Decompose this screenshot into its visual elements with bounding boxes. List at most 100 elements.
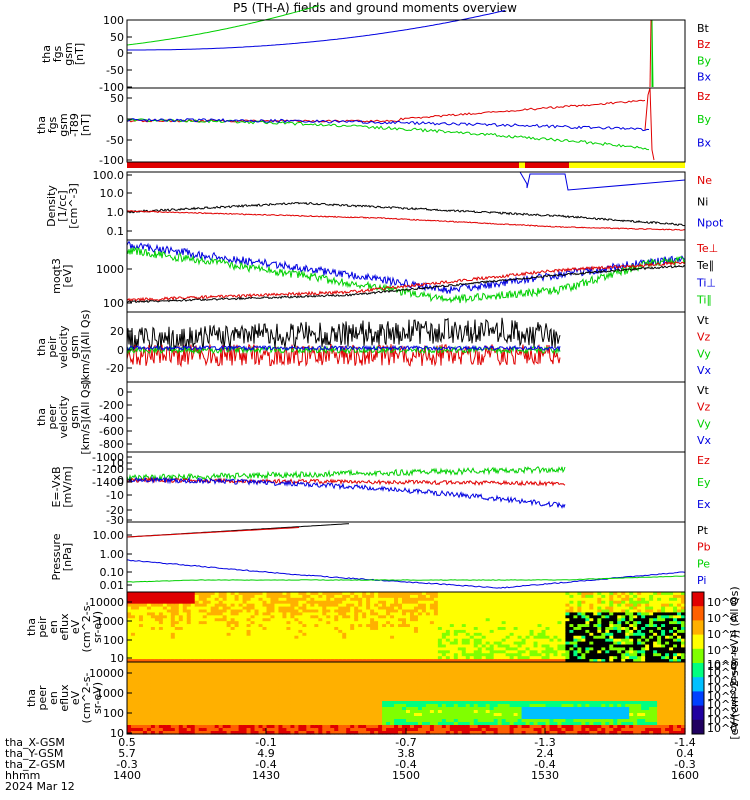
ytick-label-efield: -20 [106,504,124,517]
ytick-label-fgs: 50 [110,31,124,44]
chart-title: P5 (TH-A) fields and ground moments over… [233,1,517,15]
ytick-label-peer_velocity: -200 [99,399,124,412]
legend-pressure: Pb [697,541,711,554]
ylabel-peir_velocity: peir [46,336,59,358]
ylabel-peer_velocity: [km/s](All Qs) [79,379,92,454]
ytick-label-pressure: 0.10 [100,566,125,579]
footer-value: -1.3 [534,736,555,749]
colorbar-tick-2: 10^4 [707,690,737,703]
mode-bar-slow-2 [525,162,569,168]
bz-spike [649,19,652,88]
legend-peer_velocity: Vt [697,384,710,397]
legend-fgs: By [697,54,712,67]
footer-value: 0.4 [676,747,694,760]
legend-peir_velocity: Vt [697,314,710,327]
legend-peer_velocity: Vy [697,417,711,430]
ytick-label-temperature: 100 [103,297,124,310]
ylabel-peer_spec: peer [36,685,49,711]
footer-value: 3.8 [397,747,415,760]
vx-ion-trace [126,344,561,352]
legend-temperature: Te⊥ [696,242,718,255]
footer-value: -0.1 [255,736,276,749]
footer-value: -0.4 [255,758,276,771]
ytick-label-fgs: -50 [106,64,124,77]
legend-peer_velocity: Vx [697,434,712,447]
ylabel-peer_spec: eflux [58,684,71,712]
npot-trace [519,171,686,191]
ytick-label-fgs_t89: 50 [110,92,124,105]
colorbar-label: [eV/(cm^2-s-sr-eV)] (All Qs) [728,586,741,739]
pb-trace [126,527,300,538]
ylabel-peer_spec: sr-eV) [91,682,104,714]
bx-t89-trace [126,118,650,132]
ytick-label-peer_velocity: -800 [99,438,124,451]
ylabel-peer_velocity: tha [35,408,48,426]
ytick-label-peir_velocity: -20 [106,362,124,375]
peir-spectrogram [127,592,686,663]
footer-value: 0.5 [118,736,136,749]
ylabel-fgs_t89: gsm [57,113,70,136]
legend-pressure: Pt [697,524,709,537]
ex-trace [126,476,566,509]
ylabel-peir_spec: sr-eV) [91,611,104,643]
ytick-label-peer_velocity: -600 [99,425,124,438]
ylabel-fgs_t89: fgs [46,116,59,133]
footer-value: 2.4 [536,747,554,760]
ylabel-peer_velocity: velocity [57,395,70,438]
ytick-label-peir_velocity: 20 [110,325,124,338]
ylabel-temperature: moqt3 [50,258,63,294]
ylabel-peer_spec: tha [25,689,38,707]
ytick-label-peer_velocity: -1400 [92,476,124,489]
bz-t89-trace [126,99,646,123]
ylabel-peer_spec: (cm^2-s- [80,673,93,724]
pe-trace [126,575,686,583]
ytick-label-peer_velocity: -1000 [92,451,124,464]
legend-density: Ne [697,174,712,187]
footer-value: 5.7 [118,747,136,760]
legend-peir_velocity: Vy [697,347,711,360]
ylabel-fgs: [nT] [73,43,86,65]
colorbar-tick-2: 10^0 [707,722,737,735]
colorbar-tick-2: 10^7 [707,666,737,679]
vz-ion-trace [126,343,561,368]
footer-value: -0.7 [395,736,416,749]
ylabel-fgs_t89: [nT] [79,114,92,136]
colorbar-tick: 10^4 [707,628,737,641]
footer-row-label: tha_Y-GSM [5,747,63,760]
legend-peir_velocity: Vz [697,331,711,344]
colorbar-tick-2: 10^2 [707,706,737,719]
panel-frame-temperature [126,239,686,313]
ytick-label-fgs: 0 [117,47,124,60]
ylabel-fgs_t89: tha [35,116,48,134]
footer-value: 4.9 [257,747,275,760]
colorbar-tick: 10^8 [707,596,737,609]
by-t89-trace [126,118,650,151]
ytick-label-peir_velocity: 0 [117,344,124,357]
footer-value: 1400 [113,769,141,782]
ytick-label-pressure: 1.00 [100,548,125,561]
ytick-label-peir_spec: 10 [110,652,124,665]
ylabel-peir_velocity: gsm [68,335,81,358]
colorbar-tick: 10^2 [707,644,737,657]
ylabel-fgs_t89: -T89 [68,113,81,137]
legend-pressure: Pi [697,574,706,587]
colorbar-tick-2: 10^5 [707,682,737,695]
ytick-label-peir_spec: 100 [103,634,124,647]
ylabel-fgs: fgs [51,45,64,62]
legend-efield: Ez [697,454,710,467]
footer-row-label: 2024 Mar 12 [5,780,75,793]
te-par-trace [126,264,686,304]
peer-spectrogram [127,662,686,735]
ytick-label-fgs_t89: -100 [99,154,124,167]
legend-temperature: Te∥ [696,259,714,272]
legend-fgs: Bz [697,38,711,51]
ey-trace [126,466,566,481]
ytick-label-peer_spec: 10000 [89,667,124,680]
ylabel-peer_spec: eV [69,690,82,705]
panel-frame-peer_velocity [126,381,686,453]
ylabel-peir_velocity: tha [35,338,48,356]
footer-value: -1.4 [674,736,695,749]
legend-peer_velocity: Vz [697,401,711,414]
ytick-label-efield: 10 [110,457,124,470]
vt-ion-trace [126,317,561,352]
